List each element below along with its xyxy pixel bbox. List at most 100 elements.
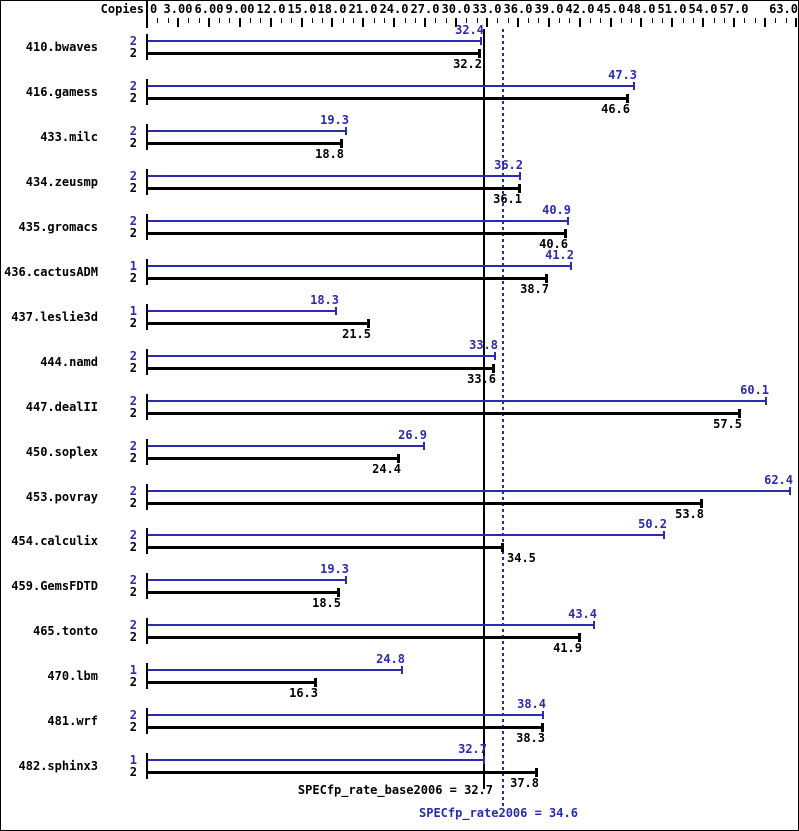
axis-tick-minor	[374, 18, 375, 23]
peak-bar-endcap	[633, 82, 635, 90]
base-bar-endcap	[541, 723, 544, 732]
axis-label: 27.0	[410, 2, 440, 16]
axis-tick-minor	[786, 18, 787, 23]
peak-value-label: 38.4	[517, 697, 546, 711]
benchmark-name: 459.GemsFDTD	[11, 579, 98, 593]
axis-tick-minor	[199, 18, 200, 23]
base-bar	[148, 546, 502, 549]
peak-bar	[148, 310, 336, 312]
axis-tick-minor	[168, 18, 169, 23]
axis-tick-minor	[312, 18, 313, 23]
base-copies-label: 2	[129, 271, 137, 285]
axis-tick-minor	[590, 18, 591, 23]
base-copies-label: 2	[129, 91, 137, 105]
base-bar-endcap	[700, 499, 703, 508]
axis-tick-minor	[322, 18, 323, 23]
row-axis-stub	[146, 573, 148, 599]
row-axis-stub	[146, 169, 148, 195]
axis-tick-major	[764, 18, 766, 27]
axis-label: 36.0	[503, 2, 533, 16]
peak-copies-label: 1	[129, 259, 137, 273]
axis-tick-minor	[415, 18, 416, 23]
base-bar-endcap	[564, 229, 567, 238]
axis-label: 30.0	[441, 2, 471, 16]
axis-tick-minor	[755, 18, 756, 23]
base-value-label: 18.8	[315, 147, 344, 161]
axis-tick-major	[146, 18, 148, 27]
base-value-label: 37.8	[510, 776, 539, 790]
base-bar-endcap	[738, 409, 741, 418]
base-bar	[148, 636, 579, 639]
row-axis-stub	[146, 304, 148, 330]
axis-tick-major	[640, 18, 642, 27]
peak-value-label: 60.1	[740, 383, 769, 397]
base-bar-endcap	[337, 588, 340, 597]
row-axis-stub	[146, 259, 148, 285]
axis-label: 39.0	[534, 2, 564, 16]
axis-tick-major	[671, 18, 673, 27]
base-copies-label: 2	[129, 316, 137, 330]
base-total-label: SPECfp_rate_base2006 = 32.7	[297, 783, 493, 797]
axis-tick-major	[733, 18, 735, 27]
base-bar-endcap	[626, 94, 629, 103]
axis-tick-major	[579, 18, 581, 27]
peak-bar	[148, 40, 481, 42]
axis-tick-minor	[652, 18, 653, 23]
axis-label: 18.0	[317, 2, 347, 16]
row-axis-stub	[146, 349, 148, 375]
row-axis-stub	[146, 528, 148, 554]
base-value-label: 41.9	[553, 641, 582, 655]
base-bar-endcap	[492, 364, 495, 373]
row-axis-stub	[146, 663, 148, 689]
benchmark-name: 447.dealII	[25, 400, 98, 414]
benchmark-name: 470.lbm	[47, 669, 98, 683]
base-bar-endcap	[545, 274, 548, 283]
peak-bar-endcap	[789, 487, 791, 495]
axis-label: 54.0	[688, 2, 718, 16]
peak-bar-endcap	[663, 531, 665, 539]
base-bar	[148, 412, 739, 415]
peak-copies-label: 2	[129, 439, 137, 453]
peak-bar	[148, 85, 634, 87]
axis-tick-minor	[219, 18, 220, 23]
axis-tick-major	[331, 18, 333, 27]
benchmark-name: 436.cactusADM	[4, 265, 98, 279]
row-axis-stub	[146, 753, 148, 779]
axis-tick-minor	[621, 18, 622, 23]
reference-line-base	[483, 29, 485, 789]
peak-value-label: 32.4	[455, 23, 484, 37]
axis-label: 33.0	[472, 2, 502, 16]
base-copies-label: 2	[129, 630, 137, 644]
axis-tick-major	[702, 18, 704, 27]
peak-bar-endcap	[345, 127, 347, 135]
base-copies-label: 2	[129, 540, 137, 554]
peak-copies-label: 2	[129, 573, 137, 587]
peak-bar	[148, 355, 495, 357]
base-bar	[148, 277, 546, 280]
axis-tick-major	[208, 18, 210, 27]
peak-copies-label: 2	[129, 214, 137, 228]
axis-label: 3.00	[163, 2, 193, 16]
peak-value-label: 26.9	[398, 428, 427, 442]
axis-tick-minor	[250, 18, 251, 23]
axis-tick-minor	[435, 18, 436, 23]
base-value-label: 34.5	[507, 551, 536, 565]
axis-tick-major	[301, 18, 303, 27]
axis-tick-minor	[497, 18, 498, 23]
axis-tick-minor	[291, 18, 292, 23]
axis-tick-major	[393, 18, 395, 27]
axis-tick-minor	[683, 18, 684, 23]
base-copies-label: 2	[129, 406, 137, 420]
peak-bar-endcap	[401, 666, 403, 674]
base-bar	[148, 367, 493, 370]
axis-tick-minor	[662, 18, 663, 23]
axis-tick-major	[177, 18, 179, 27]
base-copies-label: 2	[129, 46, 137, 60]
base-value-label: 18.5	[312, 596, 341, 610]
peak-copies-label: 2	[129, 708, 137, 722]
peak-bar	[148, 175, 520, 177]
base-bar-endcap	[367, 319, 370, 328]
